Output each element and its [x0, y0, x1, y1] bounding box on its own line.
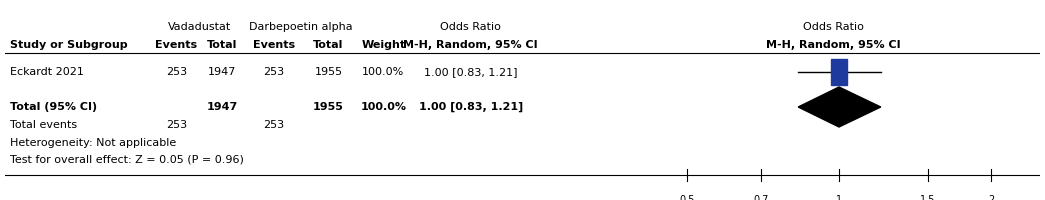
Text: Odds Ratio: Odds Ratio — [440, 22, 502, 32]
Text: 100.0%: 100.0% — [363, 67, 404, 77]
Text: 1947: 1947 — [207, 102, 237, 112]
Text: Total events: Total events — [10, 120, 77, 130]
Polygon shape — [798, 87, 881, 127]
Text: Total: Total — [314, 40, 344, 50]
Text: Total (95% CI): Total (95% CI) — [10, 102, 97, 112]
Text: Darbepoetin alpha: Darbepoetin alpha — [249, 22, 352, 32]
Text: 0.7: 0.7 — [753, 195, 768, 200]
Text: 253: 253 — [166, 67, 187, 77]
Text: Weight: Weight — [362, 40, 405, 50]
Bar — [831, 59, 846, 85]
Text: 1955: 1955 — [315, 67, 343, 77]
Text: Events: Events — [253, 40, 295, 50]
Text: Test for overall effect: Z = 0.05 (P = 0.96): Test for overall effect: Z = 0.05 (P = 0… — [10, 155, 245, 165]
Text: M-H, Random, 95% CI: M-H, Random, 95% CI — [766, 40, 901, 50]
Text: M-H, Random, 95% CI: M-H, Random, 95% CI — [403, 40, 538, 50]
Text: 1.5: 1.5 — [921, 195, 935, 200]
Text: 2: 2 — [988, 195, 994, 200]
Text: Study or Subgroup: Study or Subgroup — [10, 40, 127, 50]
Text: 1.00 [0.83, 1.21]: 1.00 [0.83, 1.21] — [419, 102, 522, 112]
Text: 100.0%: 100.0% — [361, 102, 407, 112]
Text: Total: Total — [207, 40, 237, 50]
Text: 253: 253 — [166, 120, 187, 130]
Text: Heterogeneity: Not applicable: Heterogeneity: Not applicable — [10, 138, 177, 148]
Text: 1.00 [0.83, 1.21]: 1.00 [0.83, 1.21] — [424, 67, 517, 77]
Text: 0.5: 0.5 — [679, 195, 695, 200]
Text: Events: Events — [156, 40, 198, 50]
Text: Odds Ratio: Odds Ratio — [803, 22, 864, 32]
Text: 253: 253 — [263, 67, 284, 77]
Text: Eckardt 2021: Eckardt 2021 — [10, 67, 84, 77]
Text: 1947: 1947 — [208, 67, 236, 77]
Text: 1: 1 — [836, 195, 842, 200]
Text: Vadadustat: Vadadustat — [167, 22, 231, 32]
Text: 253: 253 — [263, 120, 284, 130]
Text: 1955: 1955 — [314, 102, 344, 112]
